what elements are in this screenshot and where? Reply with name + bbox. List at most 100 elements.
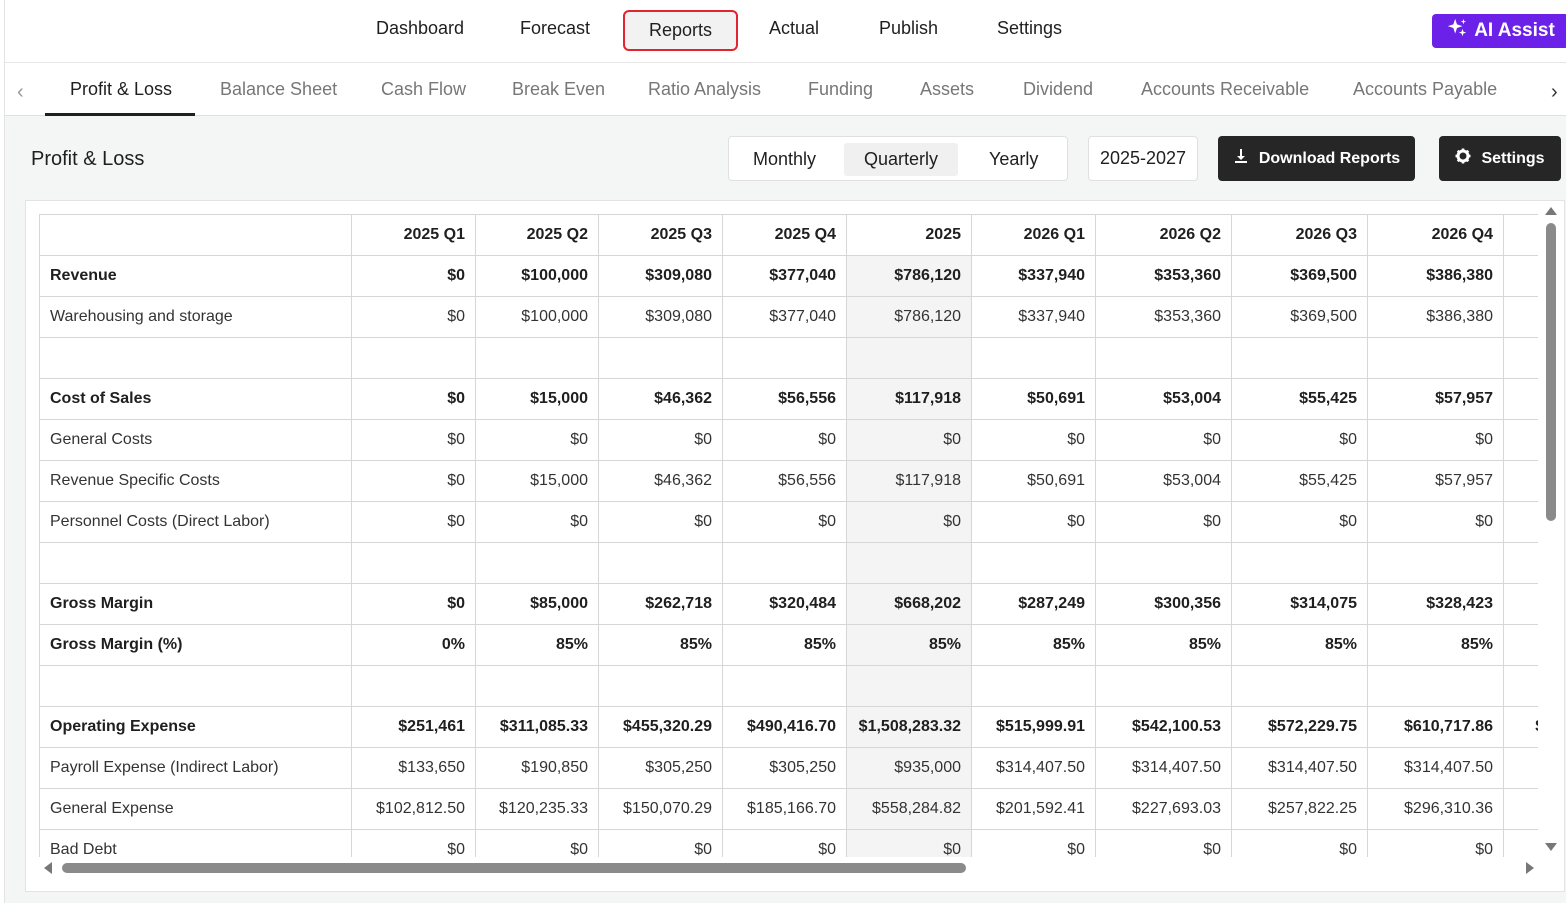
tab-dividend[interactable]: Dividend <box>1023 79 1094 99</box>
year-range-select[interactable]: 2025-2027 <box>1088 136 1198 181</box>
table-cell: $0 <box>1095 501 1232 543</box>
report-settings-button[interactable]: Settings <box>1439 136 1561 181</box>
table-cell: $610,717.86 <box>1367 706 1504 748</box>
ai-assist-label: AI Assist <box>1474 20 1555 41</box>
column-header: 2025 <box>846 214 972 256</box>
table-cell <box>1095 337 1232 379</box>
horizontal-scrollbar[interactable] <box>26 857 1538 879</box>
nav-publish[interactable]: Publish <box>879 18 939 38</box>
header-label-cell <box>39 214 352 256</box>
table-cell: $337,940 <box>971 296 1096 338</box>
table-cell <box>598 665 723 707</box>
nav-actual[interactable]: Actual <box>769 18 820 38</box>
download-reports-button[interactable]: Download Reports <box>1218 136 1415 181</box>
table-cell: $369,500 <box>1231 255 1368 297</box>
table-cell <box>971 665 1096 707</box>
period-quarterly[interactable]: Quarterly <box>844 143 959 176</box>
table-cell: $190,850 <box>475 747 599 789</box>
row-label: General Costs <box>39 419 352 461</box>
table-cell <box>722 542 847 584</box>
row-label: Payroll Expense (Indirect Labor) <box>39 747 352 789</box>
period-monthly[interactable]: Monthly <box>753 149 817 169</box>
top-nav: Dashboard Forecast Reports Actual Publis… <box>4 0 1566 62</box>
table-cell: 0% <box>351 624 476 666</box>
table-row: Operating Expense $251,461 $311,085.33 $455… <box>39 706 1564 748</box>
nav-forecast[interactable]: Forecast <box>520 18 591 38</box>
table-cell: $0 <box>1095 419 1232 461</box>
table-cell: $377,040 <box>722 255 847 297</box>
tab-ratio-analysis[interactable]: Ratio Analysis <box>648 79 762 99</box>
table-cell: 85% <box>722 624 847 666</box>
table-cell: $328,423 <box>1367 583 1504 625</box>
table-row: General Costs $0 $0 $0 $0 $0 $0 $0 $0 $0 <box>39 419 1564 461</box>
horizontal-scroll-thumb[interactable] <box>62 863 966 873</box>
table-cell: $85,000 <box>475 583 599 625</box>
table-cell: $668,202 <box>846 583 972 625</box>
table-cell: 85% <box>1095 624 1232 666</box>
scroll-down-arrow-icon[interactable] <box>1545 843 1557 851</box>
vertical-scroll-thumb[interactable] <box>1546 223 1556 521</box>
table-cell: $455,320.29 <box>598 706 723 748</box>
tabs-prev-arrow-icon[interactable]: ‹ <box>17 81 24 103</box>
table-cell: $0 <box>1367 501 1504 543</box>
column-header: 2025 Q3 <box>598 214 723 256</box>
nav-settings[interactable]: Settings <box>997 18 1063 38</box>
table-cell: 85% <box>1231 624 1368 666</box>
nav-dashboard[interactable]: Dashboard <box>376 18 465 38</box>
tab-accounts-payable[interactable]: Accounts Payable <box>1353 79 1498 99</box>
table-cell: $57,957 <box>1367 460 1504 502</box>
vertical-scrollbar[interactable] <box>1538 201 1564 891</box>
table-cell: $0 <box>722 419 847 461</box>
tab-profit-loss[interactable]: Profit & Loss <box>70 79 173 99</box>
table-cell: $120,235.33 <box>475 788 599 830</box>
tab-balance-sheet[interactable]: Balance Sheet <box>220 79 338 99</box>
table-cell: $56,556 <box>722 378 847 420</box>
table-row: Cost of Sales $0 $15,000 $46,362 $56,556 $117… <box>39 378 1564 420</box>
download-icon <box>1233 148 1249 169</box>
row-label: Gross Margin <box>39 583 352 625</box>
download-reports-label: Download Reports <box>1258 149 1401 167</box>
nav-reports[interactable]: Reports <box>623 10 739 51</box>
tab-break-even[interactable]: Break Even <box>512 79 606 99</box>
row-label: Warehousing and storage <box>39 296 352 338</box>
table-cell: $786,120 <box>846 255 972 297</box>
ai-assist-button[interactable]: AI Assist <box>1432 14 1566 48</box>
scroll-left-arrow-icon[interactable] <box>44 862 52 874</box>
table-cell <box>846 542 972 584</box>
table-cell: $0 <box>846 419 972 461</box>
table-cell: $305,250 <box>598 747 723 789</box>
table-cell <box>351 542 476 584</box>
report-settings-label: Settings <box>1481 149 1545 167</box>
table-cell: $386,380 <box>1367 255 1504 297</box>
pl-table: 2025 Q1 2025 Q2 2025 Q3 2025 Q4 2025 2026 Q1 2… <box>39 214 1564 871</box>
table-cell: $56,556 <box>722 460 847 502</box>
table-cell: $558,284.82 <box>846 788 972 830</box>
column-header: 2026 Q3 <box>1231 214 1368 256</box>
table-cell: $251,461 <box>351 706 476 748</box>
tabs-next-arrow-icon[interactable]: › <box>1551 81 1558 103</box>
tab-assets[interactable]: Assets <box>920 79 975 99</box>
tab-accounts-receivable[interactable]: Accounts Receivable <box>1141 79 1310 99</box>
tab-cash-flow[interactable]: Cash Flow <box>381 79 467 99</box>
table-cell: $100,000 <box>475 296 599 338</box>
table-cell: $0 <box>351 501 476 543</box>
row-label: Revenue <box>39 255 352 297</box>
table-row: Warehousing and storage $0 $100,000 $309,08… <box>39 296 1564 338</box>
scroll-up-arrow-icon[interactable] <box>1545 207 1557 215</box>
column-header: 2025 Q1 <box>351 214 476 256</box>
tab-funding[interactable]: Funding <box>808 79 874 99</box>
table-cell: $117,918 <box>846 460 972 502</box>
table-row: Revenue $0 $100,000 $309,080 $377,040 $786,12… <box>39 255 1564 297</box>
table-cell: $314,407.50 <box>1367 747 1504 789</box>
period-yearly[interactable]: Yearly <box>989 149 1039 169</box>
table-cell: $100,000 <box>475 255 599 297</box>
table-cell: $542,100.53 <box>1095 706 1232 748</box>
table-cell <box>475 665 599 707</box>
table-cell <box>351 337 476 379</box>
table-cell: $314,075 <box>1231 583 1368 625</box>
table-row: Revenue Specific Costs $0 $15,000 $46,362 $5… <box>39 460 1564 502</box>
table-cell: $0 <box>598 501 723 543</box>
scroll-right-arrow-icon[interactable] <box>1526 862 1534 874</box>
table-cell: $0 <box>846 501 972 543</box>
table-cell: 85% <box>1367 624 1504 666</box>
